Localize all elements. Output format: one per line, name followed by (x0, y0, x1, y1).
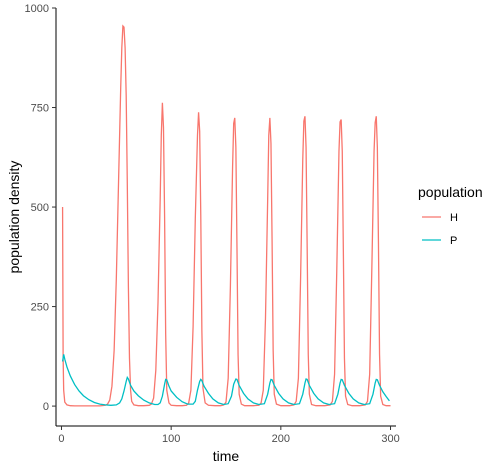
y-tick-label: 750 (31, 103, 49, 115)
legend-label-p: P (450, 235, 457, 247)
y-ticks: 0 250 500 750 1000 (25, 3, 56, 413)
x-axis-title: time (213, 448, 240, 464)
axes: 0 250 500 750 1000 0 100 200 300 (25, 3, 400, 445)
y-axis-title: population density (6, 161, 22, 274)
x-ticks: 0 100 200 300 (58, 426, 400, 445)
x-tick-label: 0 (58, 433, 64, 445)
x-tick-label: 300 (381, 433, 399, 445)
x-tick-label: 200 (272, 433, 290, 445)
legend-title: population (418, 184, 483, 200)
legend: population H P (418, 184, 483, 247)
y-tick-label: 500 (31, 202, 49, 214)
series-line-h (61, 24, 391, 407)
x-tick-label: 100 (162, 433, 180, 445)
y-tick-label: 250 (31, 302, 49, 314)
y-tick-label: 0 (43, 401, 49, 413)
legend-label-h: H (450, 212, 458, 224)
plot-area (61, 24, 391, 407)
series-line-p (61, 354, 390, 406)
y-tick-label: 1000 (25, 3, 49, 15)
